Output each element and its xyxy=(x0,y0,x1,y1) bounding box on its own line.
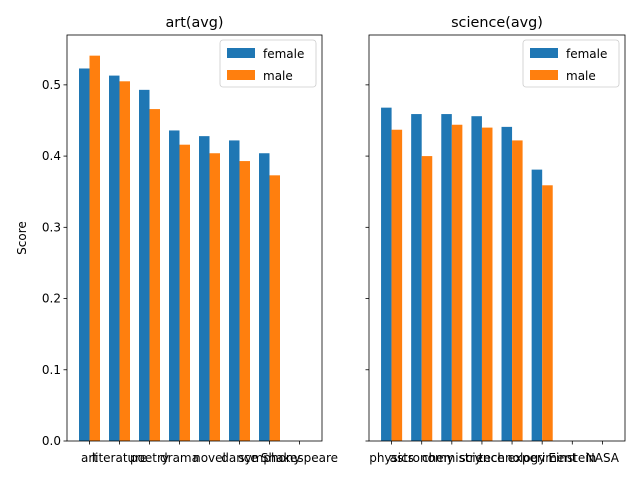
y-tick-label: 0.5 xyxy=(42,78,61,92)
y-tick-label: 0.0 xyxy=(42,434,61,448)
legend-label: female xyxy=(566,47,607,61)
bar-female-astronomy xyxy=(411,114,422,441)
x-tick-label: poetry xyxy=(130,451,169,465)
legend-label: female xyxy=(263,47,304,61)
bar-male-physics xyxy=(391,129,403,442)
bar-male-experiment xyxy=(542,185,553,441)
x-tick-label: physics xyxy=(369,451,414,465)
x-tick-label: literature xyxy=(92,451,147,465)
plot-area-0 xyxy=(67,35,322,441)
x-tick-label: Einstein xyxy=(548,451,596,465)
legend-swatch-male xyxy=(227,70,255,80)
bar-female-drama xyxy=(169,130,180,441)
x-tick-label: Shakespeare xyxy=(261,451,338,465)
bar-male-novel xyxy=(209,153,220,442)
y-tick-label: 0.3 xyxy=(42,220,61,234)
bar-male-chemistry xyxy=(451,124,463,441)
legend-label: male xyxy=(263,69,293,83)
y-axis-label: Score xyxy=(15,221,29,255)
bar-female-science xyxy=(471,116,482,441)
bar-female-novel xyxy=(199,136,210,441)
chart-title: art(avg) xyxy=(165,15,223,31)
legend-swatch-male xyxy=(530,70,558,80)
bar-male-technology xyxy=(512,140,523,442)
bar-male-science xyxy=(481,127,493,441)
bar-male-symphony xyxy=(269,175,280,441)
bar-male-drama xyxy=(179,144,190,441)
axes-frame-1 xyxy=(368,34,626,442)
x-tick-label: symphony xyxy=(238,451,300,465)
bar-male-astronomy xyxy=(421,156,433,441)
legend-swatch-female xyxy=(530,48,558,58)
plot-area-1 xyxy=(369,35,625,441)
bar-female-symphony xyxy=(259,153,270,442)
y-tick-label: 0.4 xyxy=(42,149,61,163)
bar-male-poetry xyxy=(149,109,160,441)
bar-male-art xyxy=(89,55,100,441)
legend-label: male xyxy=(566,69,596,83)
y-tick-label: 0.1 xyxy=(42,363,61,377)
x-tick-label: drama xyxy=(160,451,199,465)
chart-title: science(avg) xyxy=(451,15,543,31)
bar-female-poetry xyxy=(139,89,150,441)
bar-female-physics xyxy=(381,107,392,442)
bar-female-chemistry xyxy=(441,114,452,441)
bar-female-technology xyxy=(501,126,513,441)
x-tick-label: NASA xyxy=(586,451,620,465)
x-tick-label: art xyxy=(81,451,98,465)
axes-frame-0 xyxy=(66,34,323,442)
bar-male-dance xyxy=(239,161,250,441)
bar-female-experiment xyxy=(531,169,543,441)
legend-swatch-female xyxy=(227,48,255,58)
bar-male-literature xyxy=(119,81,130,442)
x-tick-label: technology xyxy=(479,451,546,465)
x-tick-label: chemistry xyxy=(422,451,482,465)
x-tick-label: astronomy xyxy=(390,451,454,465)
x-tick-label: experiment xyxy=(508,451,577,465)
x-tick-label: dance xyxy=(221,451,258,465)
bar-female-literature xyxy=(109,75,120,441)
x-tick-label: novel xyxy=(193,451,226,465)
y-tick-label: 0.2 xyxy=(42,292,61,306)
bar-female-dance xyxy=(229,140,240,442)
bar-female-art xyxy=(79,68,90,441)
x-tick-label: science xyxy=(459,451,504,465)
